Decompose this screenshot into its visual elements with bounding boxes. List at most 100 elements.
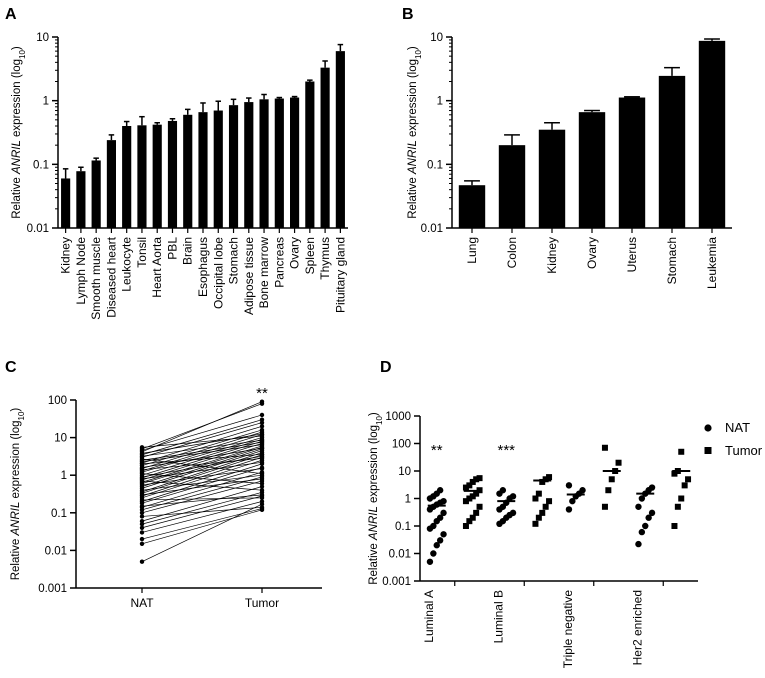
bar xyxy=(61,178,71,228)
ylabel-part: Relative xyxy=(368,540,380,585)
nat-point xyxy=(139,541,145,546)
tumor-point xyxy=(259,417,265,422)
ylabel-part: ANRIL xyxy=(10,502,22,537)
legend-marker-tumor xyxy=(704,447,712,454)
pair-line xyxy=(141,474,263,491)
nat-point xyxy=(638,528,646,536)
nat-point xyxy=(440,531,447,538)
pair-line xyxy=(141,480,263,491)
legend-label-nat: NAT xyxy=(725,420,750,435)
pair-line xyxy=(141,478,263,496)
pair-line xyxy=(141,447,263,468)
category-label: Lung xyxy=(465,237,479,264)
bar xyxy=(538,129,566,228)
pair-line xyxy=(141,458,263,474)
pair-line xyxy=(141,444,263,462)
tumor-point xyxy=(259,487,265,493)
tumor-point xyxy=(259,471,265,476)
category-label: Heart Aorta xyxy=(150,237,164,298)
tumor-point xyxy=(473,509,480,516)
category-label: PBL xyxy=(165,237,179,260)
pair-line xyxy=(141,452,263,493)
category-label: Ovary xyxy=(585,237,599,269)
nat-point xyxy=(642,522,649,530)
nat-point xyxy=(430,550,437,557)
tick-label: 0.01 xyxy=(421,223,443,235)
pair-line xyxy=(141,492,263,525)
nat-point xyxy=(569,497,576,505)
category-label: Leukocyte xyxy=(120,237,134,292)
nat-point xyxy=(509,509,517,517)
nat-point xyxy=(579,487,586,494)
ylabel-part: Relative xyxy=(11,174,23,219)
category-label: Kidney xyxy=(545,237,559,274)
nat-point xyxy=(139,530,145,535)
nat-point xyxy=(139,514,145,519)
tick-label: 100 xyxy=(48,395,67,407)
category-label: Uterus xyxy=(625,237,639,272)
tumor-point xyxy=(259,466,265,471)
category-label: Adipose tissue xyxy=(242,237,256,315)
tick-label: 100 xyxy=(392,439,411,451)
ylabel-part: 10 xyxy=(375,416,384,425)
pair-line xyxy=(141,419,263,456)
tumor-point xyxy=(532,520,539,527)
tumor-point xyxy=(473,490,480,497)
nat-point xyxy=(426,558,434,565)
nat-point xyxy=(635,540,642,548)
tumor-point xyxy=(608,476,615,483)
pair-line xyxy=(141,437,263,473)
ylabel-part: expression (log xyxy=(10,420,22,501)
nat-point xyxy=(638,495,646,502)
bar xyxy=(213,110,223,228)
category-label: Kidney xyxy=(59,237,73,274)
bar xyxy=(228,105,239,228)
nat-point xyxy=(436,487,444,494)
tumor-point xyxy=(685,476,692,483)
bar xyxy=(578,112,606,228)
category-label: Thymus xyxy=(318,237,332,280)
pair-line xyxy=(141,401,263,453)
nat-point xyxy=(645,514,652,521)
category-label: Stomach xyxy=(665,237,679,284)
category-label: Esophagus xyxy=(196,237,210,297)
tick-label: 0.1 xyxy=(33,159,49,171)
tumor-point xyxy=(259,481,265,486)
tumor-point xyxy=(601,503,608,510)
tumor-point xyxy=(615,459,622,466)
ylabel-part: ANRIL xyxy=(368,506,380,541)
tick-label: 0.01 xyxy=(27,223,49,235)
nat-point xyxy=(436,514,444,521)
tick-label: 0.1 xyxy=(51,508,67,520)
pair-line xyxy=(141,506,263,517)
tick-label: 10 xyxy=(36,32,49,44)
ylabel-part: expression (log xyxy=(407,59,419,140)
pair-line xyxy=(141,433,263,454)
panel-letter: A xyxy=(5,6,17,23)
nat-point xyxy=(499,487,507,494)
category-label: Luminal A xyxy=(422,590,436,643)
pair-line xyxy=(141,453,263,465)
bar xyxy=(335,51,345,228)
ylabel-part: 10 xyxy=(18,50,27,59)
tumor-point xyxy=(476,475,483,482)
ylabel-part: Relative xyxy=(10,536,22,581)
ylabel-part: ) xyxy=(11,46,23,50)
tumor-point xyxy=(678,448,685,455)
tumor-point xyxy=(259,401,265,406)
category-label: Bone marrow xyxy=(257,237,271,309)
bar xyxy=(618,97,646,229)
tick-label: 0.1 xyxy=(427,159,443,171)
tick-label: 1 xyxy=(405,494,411,506)
pair-line xyxy=(141,454,263,494)
category-label: Her2 enriched xyxy=(630,590,644,665)
tumor-point xyxy=(605,487,612,494)
bar xyxy=(167,120,178,228)
nat-point xyxy=(440,509,447,517)
significance-marker: ** xyxy=(256,385,268,402)
ylabel-part: ) xyxy=(368,412,380,416)
pair-line xyxy=(141,471,263,508)
tick-label: 10 xyxy=(430,32,443,44)
